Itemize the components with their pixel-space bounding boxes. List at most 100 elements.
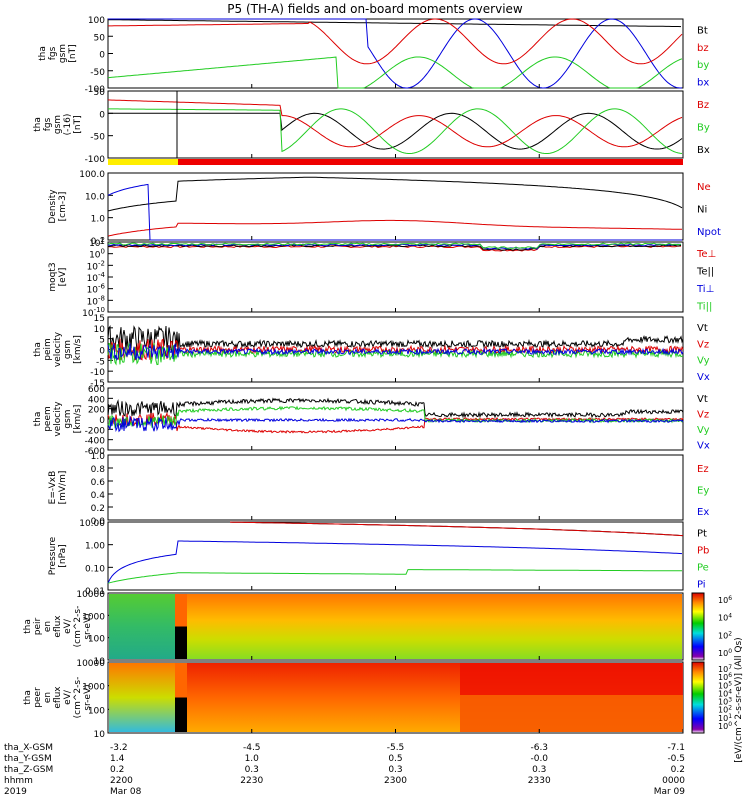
y-tick-label: 1.0: [91, 452, 106, 462]
x-tick-label: 2200: [110, 776, 133, 786]
series-Vy: [107, 342, 684, 366]
y-axis-label: [eV]: [58, 268, 68, 287]
y-axis-label: Pressure: [48, 536, 58, 575]
legend-label: Vz: [697, 409, 709, 420]
x-tick-label: 0000: [662, 776, 685, 786]
y-axis-label: fgs: [48, 46, 58, 60]
y-tick-label: 10.0: [85, 192, 105, 202]
legend-label: Ex: [697, 507, 709, 518]
y-tick-label: 0.0: [91, 517, 106, 527]
colorbar-tick-label: 106: [718, 672, 732, 682]
legend-label: Pe: [697, 563, 709, 574]
series-Bt: [108, 19, 682, 28]
y-tick-label: 400: [88, 395, 105, 405]
x-tick-label: -3.2: [110, 743, 128, 753]
y-tick-label: -400: [85, 437, 106, 447]
mode-bar-slow: [108, 159, 178, 165]
legend-label: Ez: [697, 464, 709, 475]
x-tick-label: 2300: [384, 776, 407, 786]
spectrogram-main: [187, 594, 682, 659]
colorbar-tick-label: 101: [718, 713, 732, 723]
x-tick-label: 0.2: [110, 765, 124, 775]
y-tick-label: 100.0: [79, 170, 105, 180]
y-tick-label: 10: [94, 657, 106, 667]
y-tick-label: -100: [85, 85, 106, 95]
panel-8: 10.00 1.00 0.10 0.01 Pressure [nPa] Pt Pb Pe Pi: [48, 519, 709, 597]
y-tick-label: 5: [99, 336, 105, 346]
series-peem-Vt: [107, 397, 684, 419]
y-axis-label: [km/s]: [73, 335, 83, 364]
y-axis-label: tha: [33, 342, 43, 357]
y-tick-label: 1000: [82, 612, 105, 622]
y-axis-label: [km/s]: [73, 405, 83, 434]
y-tick-label: 100: [88, 635, 105, 645]
x-row-label: 2019: [4, 787, 27, 797]
x-tick-label: -6.3: [530, 743, 548, 753]
legend-label: by: [697, 60, 709, 71]
panel-7: 1.0 0.8 0.6 0.4 0.2 0.0 E=-VxB [mV/m] Ez Ey Ex: [48, 452, 709, 527]
legend-label: Ti||: [696, 301, 712, 312]
y-axis-label: (cm^2-s-: [73, 677, 83, 719]
x-tick-label: 2230: [240, 776, 263, 786]
legend-label: Ti⊥: [696, 284, 714, 295]
legend-label: Bt: [697, 26, 708, 37]
y-axis-label: [nPa]: [58, 544, 68, 567]
series-Npot: [107, 183, 682, 241]
legend-label: Ni: [697, 205, 707, 216]
y-tick-label: 100: [89, 248, 105, 261]
y-tick-label: -50: [90, 68, 105, 78]
mode-bar-fast: [178, 159, 683, 165]
y-tick-label: 200: [88, 406, 105, 416]
x-tick-label: -5.5: [387, 743, 405, 753]
legend-label: Te||: [696, 266, 714, 277]
legend-label: Vy: [697, 425, 710, 436]
y-tick-label: -200: [85, 426, 106, 436]
series-bz: [108, 18, 683, 65]
y-tick-label: 0.6: [91, 478, 106, 488]
y-axis-label: eflux: [53, 686, 63, 709]
y-tick-label: 0.1: [91, 237, 105, 247]
y-axis-label: peer: [33, 687, 43, 708]
x-tick-label: 1.0: [245, 754, 260, 764]
y-tick-label: 0: [99, 110, 105, 120]
series-Pe: [107, 569, 682, 584]
spectrogram-early: [109, 594, 176, 659]
y-tick-label: -50: [90, 133, 105, 143]
panel-2: 50 0 -50 -100 tha fgs gsm (-16) [nT] Bz By Bx: [33, 88, 710, 165]
x-row-label: tha_Z-GSM: [4, 765, 53, 775]
colorbar-title: [eV/(cm^2-s-sr-eV)] (All Qs): [734, 637, 744, 762]
y-tick-label: 0.8: [91, 465, 106, 475]
legend-label: Bz: [697, 100, 709, 111]
panel-frame: [107, 18, 684, 89]
legend-label: By: [697, 123, 710, 134]
y-tick-label: 10000: [76, 590, 105, 600]
y-tick-label: 0.4: [91, 491, 106, 501]
y-axis-label: peem: [43, 406, 53, 432]
series-Pb: [229, 521, 684, 537]
y-axis-label: en: [43, 692, 53, 703]
x-tick-label: 1.4: [110, 754, 125, 764]
y-axis-label: tha: [23, 619, 33, 634]
spectrogram-gap-black: [175, 626, 187, 659]
y-tick-label: 10-6: [87, 283, 106, 296]
x-row-label: tha_Y-GSM: [4, 754, 52, 764]
y-axis-label: gsm: [63, 409, 73, 428]
y-tick-label: 0: [99, 416, 105, 426]
legend-label: Vt: [697, 394, 708, 405]
y-axis-label: E=-VxB: [48, 471, 58, 505]
y-tick-label: -600: [85, 447, 106, 457]
panel-frame: [107, 521, 684, 591]
y-tick-label: 10.00: [79, 519, 105, 529]
y-tick-label: 1.00: [85, 542, 105, 552]
y-axis-label: Density: [48, 189, 58, 224]
colorbar-tick-label: 102: [718, 630, 732, 640]
panel-frame: [107, 90, 684, 159]
y-axis-label: gsm: [58, 44, 68, 63]
y-tick-label: 0: [99, 347, 105, 357]
series-temp: [107, 242, 682, 249]
colorbar-tick-label: 106: [718, 595, 732, 605]
series-Pt: [229, 521, 684, 537]
